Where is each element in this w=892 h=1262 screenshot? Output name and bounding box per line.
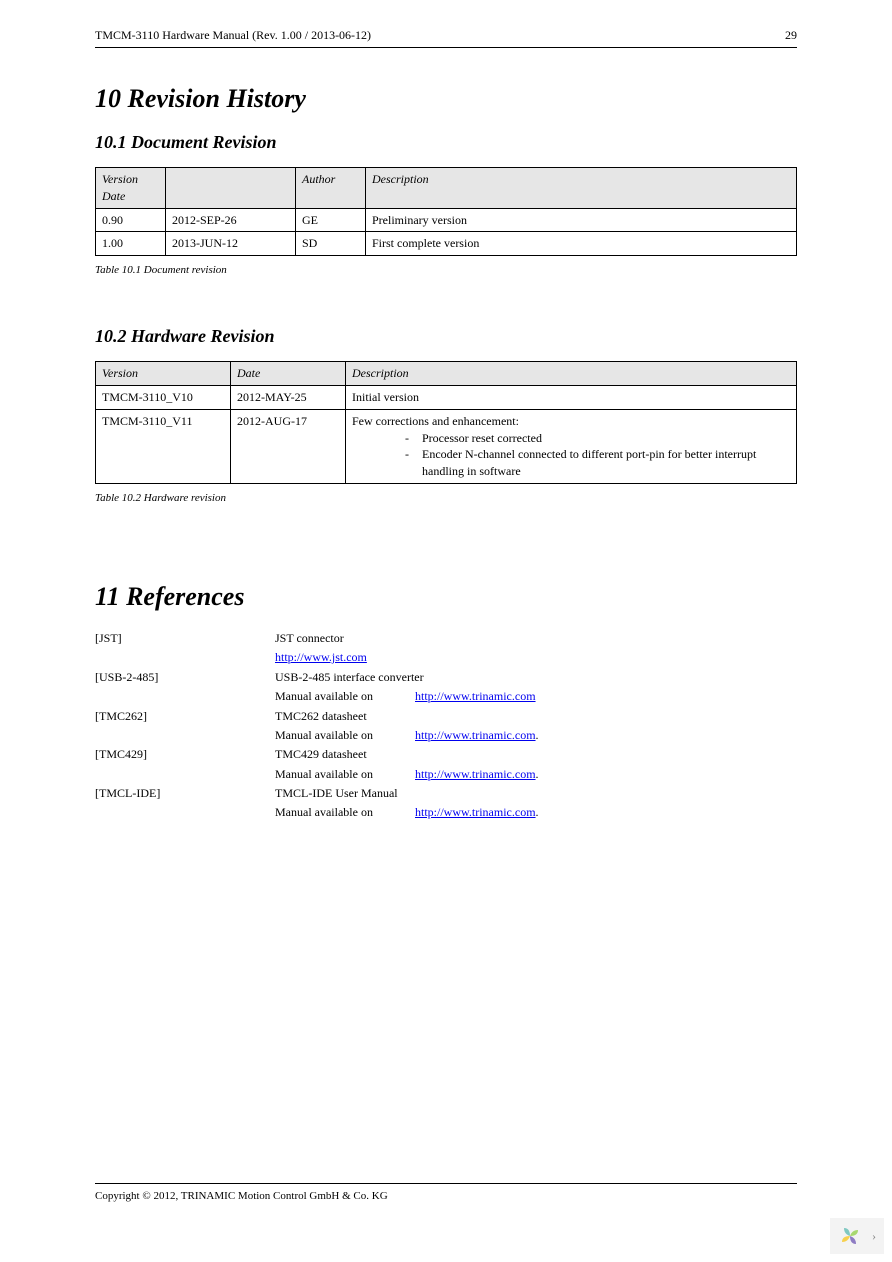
table-cell: 2012-SEP-26 <box>166 208 296 232</box>
ref-key: [TMCL-IDE] <box>95 785 275 802</box>
table-cell: TMCM-3110_V11 <box>96 409 231 483</box>
pinwheel-icon <box>838 1224 862 1248</box>
ref-key: [TMC262] <box>95 708 275 725</box>
ref-key: [JST] <box>95 630 275 647</box>
ref-link[interactable]: http://www.trinamic.com <box>415 727 536 744</box>
table-cell: 2013-JUN-12 <box>166 232 296 256</box>
section-11-title: 11 References <box>95 582 797 612</box>
ref-trail: . <box>536 804 539 821</box>
th-version-date: Version Date <box>96 168 166 209</box>
table-cell: Initial version <box>346 385 797 409</box>
ref-trail: . <box>536 727 539 744</box>
ref-link[interactable]: http://www.trinamic.com <box>415 766 536 783</box>
ref-sublabel: Manual available on <box>275 766 415 783</box>
table-cell: 2012-MAY-25 <box>231 385 346 409</box>
section-10-1-title: 10.1 Document Revision <box>95 132 797 153</box>
th-date: Date <box>231 362 346 386</box>
footer-rule <box>95 1183 797 1184</box>
footer-copyright: Copyright © 2012, TRINAMIC Motion Contro… <box>95 1190 797 1202</box>
table-cell: SD <box>296 232 366 256</box>
th-version: Version <box>96 362 231 386</box>
table-cell: 2012-AUG-17 <box>231 409 346 483</box>
table-cell: GE <box>296 208 366 232</box>
table-cell: 0.90 <box>96 208 166 232</box>
ref-trail: . <box>536 766 539 783</box>
ref-sublabel: Manual available on <box>275 688 415 705</box>
ref-key: [USB-2-485] <box>95 669 275 686</box>
section-10-2-title: 10.2 Hardware Revision <box>95 326 797 347</box>
table-10-1-caption: Table 10.1 Document revision <box>95 264 797 276</box>
ref-label: TMC429 datasheet <box>275 746 367 763</box>
header-left: TMCM-3110 Hardware Manual (Rev. 1.00 / 2… <box>95 28 371 43</box>
ref-label: TMCL-IDE User Manual <box>275 785 398 802</box>
table-10-2-caption: Table 10.2 Hardware revision <box>95 492 797 504</box>
th-author: Author <box>296 168 366 209</box>
table-cell: Few corrections and enhancement:-Process… <box>346 409 797 483</box>
ref-link[interactable]: http://www.trinamic.com <box>415 804 536 821</box>
th-description: Description <box>346 362 797 386</box>
ref-link[interactable]: http://www.jst.com <box>275 649 367 666</box>
table-cell: 1.00 <box>96 232 166 256</box>
ref-sublabel: Manual available on <box>275 727 415 744</box>
chevron-right-icon: › <box>872 1229 876 1244</box>
scroll-helper-badge[interactable]: › <box>830 1218 884 1254</box>
document-revision-table: Version Date AuthorDescription 0.902012-SE… <box>95 167 797 256</box>
table-cell: Preliminary version <box>366 208 797 232</box>
section-10-title: 10 Revision History <box>95 84 797 114</box>
ref-link[interactable]: http://www.trinamic.com <box>415 688 536 705</box>
table-cell: First complete version <box>366 232 797 256</box>
header-page-number: 29 <box>785 28 797 43</box>
table-cell: TMCM-3110_V10 <box>96 385 231 409</box>
th-blank <box>166 168 296 209</box>
ref-label: USB-2-485 interface converter <box>275 669 424 686</box>
ref-label: TMC262 datasheet <box>275 708 367 725</box>
header-rule <box>95 47 797 48</box>
th-description: Description <box>366 168 797 209</box>
references-list: [JST]JST connector http://www.jst.com[USB… <box>95 630 797 822</box>
ref-sublabel: Manual available on <box>275 804 415 821</box>
ref-label: JST connector <box>275 630 344 647</box>
hardware-revision-table: VersionDateDescription TMCM-3110_V102012-… <box>95 361 797 484</box>
ref-key: [TMC429] <box>95 746 275 763</box>
